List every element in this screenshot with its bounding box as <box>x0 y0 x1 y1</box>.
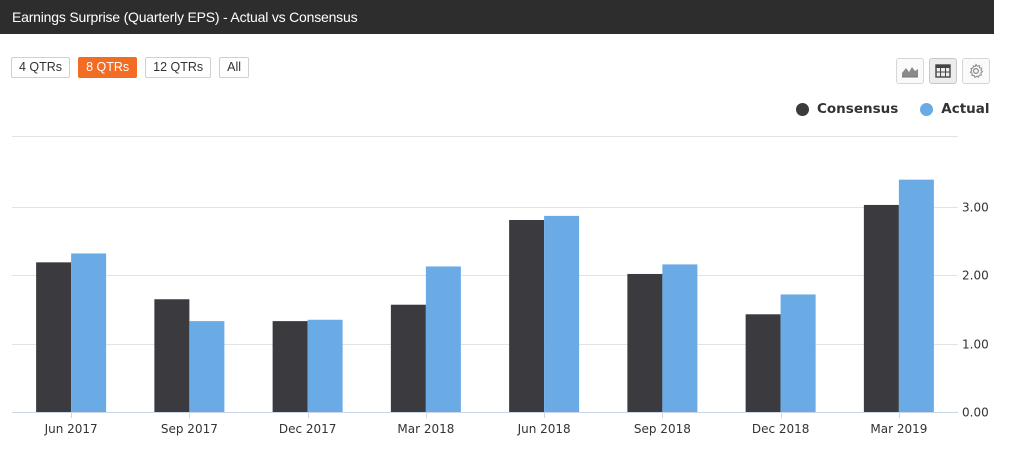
legend-item-consensus[interactable]: Consensus <box>796 101 898 117</box>
bar-consensus <box>745 314 781 412</box>
legend-item-actual[interactable]: Actual <box>920 101 990 117</box>
y-tick-label: 0.00 <box>962 406 989 420</box>
range-4-qtrs-button[interactable]: 4 QTRs <box>11 57 71 78</box>
settings-button[interactable] <box>962 58 990 84</box>
area-chart-icon <box>902 67 918 78</box>
gear-icon <box>969 63 984 79</box>
y-tick-label: 3.00 <box>962 201 989 215</box>
bar-consensus <box>509 219 545 412</box>
chart-toolbar <box>896 58 995 84</box>
bar-consensus <box>36 262 72 412</box>
table-icon <box>935 64 951 78</box>
bar-chart: 0.00 1.00 2.00 3.00 Jun 2017 Sep 2017 Dec 2017… <box>12 136 989 436</box>
legend-marker-consensus <box>796 102 809 116</box>
bar-consensus <box>627 273 663 412</box>
range-8-qtrs-button[interactable]: 8 QTRs <box>78 57 138 78</box>
bar-consensus <box>863 204 899 412</box>
chart-title-bar: Earnings Surprise (Quarterly EPS) - Actu… <box>0 0 994 34</box>
chart-legend: Consensus Actual <box>796 101 990 117</box>
bar-consensus <box>272 321 308 412</box>
bar-actual <box>544 215 580 412</box>
x-tick-label: Dec 2017 <box>279 422 337 436</box>
range-selector: 4 QTRs 8 QTRs 12 QTRs All <box>11 57 257 78</box>
x-tick-label: Mar 2019 <box>870 422 927 436</box>
bar-actual <box>307 319 343 412</box>
x-tick-label: Sep 2017 <box>161 422 218 436</box>
y-tick-label: 1.00 <box>962 338 989 352</box>
legend-label-actual: Actual <box>941 101 990 117</box>
chart-title: Earnings Surprise (Quarterly EPS) - Actu… <box>12 9 358 25</box>
x-tick-label: Sep 2018 <box>634 422 691 436</box>
bar-actual <box>425 266 461 412</box>
x-tick-label: Mar 2018 <box>397 422 454 436</box>
x-tick-label: Dec 2018 <box>752 422 810 436</box>
bar-actual <box>898 179 934 412</box>
bar-actual <box>71 253 107 412</box>
x-tick-label: Jun 2018 <box>517 422 571 436</box>
range-12-qtrs-button[interactable]: 12 QTRs <box>145 57 212 78</box>
legend-marker-actual <box>920 102 934 116</box>
range-all-button[interactable]: All <box>219 57 250 78</box>
legend-label-consensus: Consensus <box>817 101 899 117</box>
bar-actual <box>662 264 698 412</box>
table-view-button[interactable] <box>929 58 957 84</box>
bar-actual <box>780 294 816 412</box>
bar-consensus <box>390 304 426 412</box>
x-tick-label: Jun 2017 <box>44 422 98 436</box>
bar-consensus <box>154 299 190 412</box>
y-tick-label: 2.00 <box>962 269 989 283</box>
bar-actual <box>189 321 225 412</box>
area-chart-view-button[interactable] <box>896 58 924 84</box>
